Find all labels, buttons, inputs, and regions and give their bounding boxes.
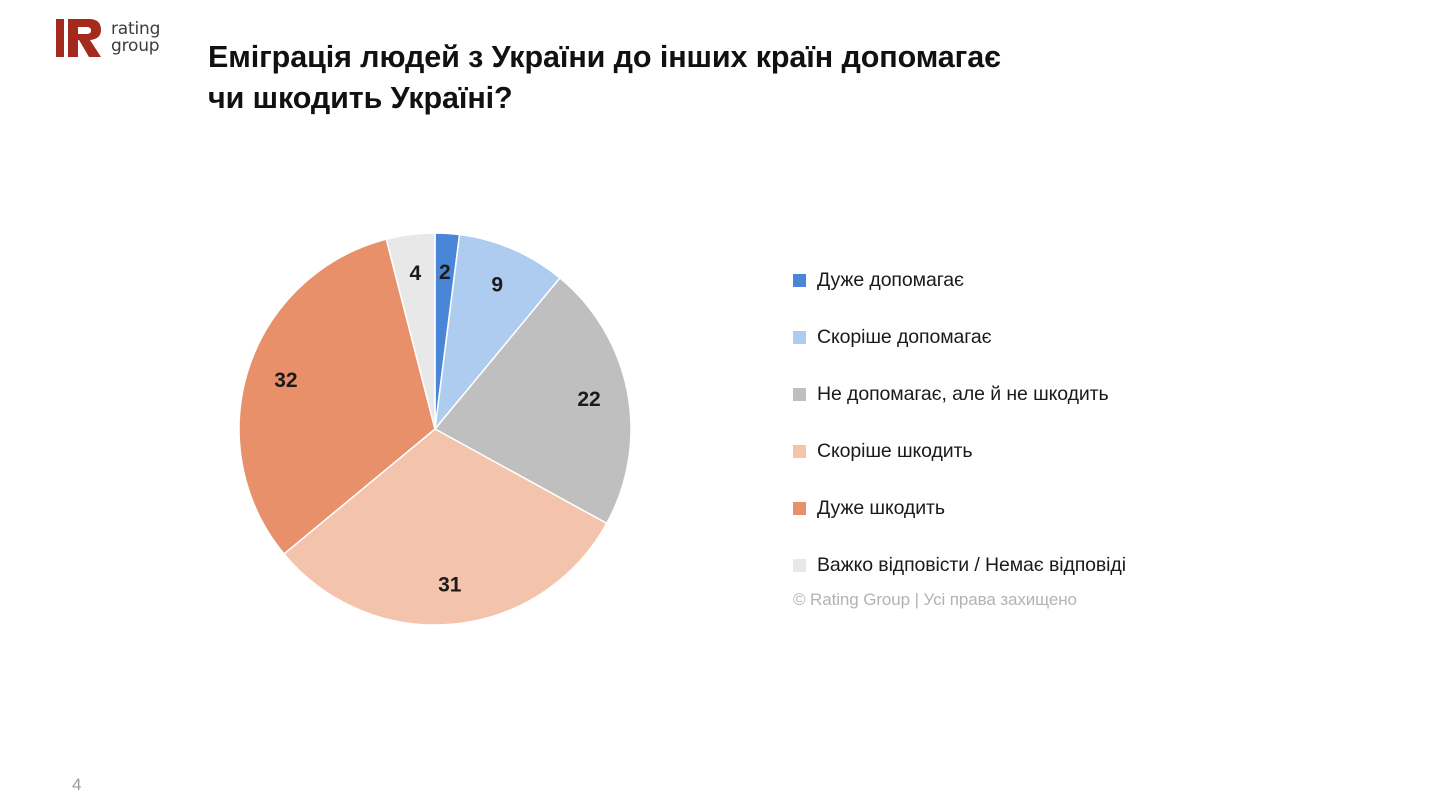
brand-wordmark: rating group — [111, 18, 161, 56]
legend-item-label: Дуже шкодить — [817, 497, 945, 519]
legend-item-label: Важко відповісти / Немає відповіді — [817, 554, 1126, 576]
pie-slice-label: 4 — [410, 262, 422, 285]
page-title-line-2: чи шкодить Україні? — [208, 80, 513, 115]
legend-item[interactable]: Дуже шкодить — [793, 480, 1263, 537]
page-title: Еміграція людей з України до інших країн… — [208, 37, 1218, 118]
legend-swatch-icon — [793, 274, 806, 287]
pie-chart-svg: 2 9 22 31 32 4 — [238, 232, 632, 626]
pie-slice[interactable] — [433, 233, 561, 432]
brand-logo: rating group — [56, 18, 160, 58]
legend-item[interactable]: Скоріше шкодить — [793, 423, 1263, 480]
legend-item[interactable]: Дуже допомагає — [793, 252, 1263, 309]
page-title-line-1: Еміграція людей з України до інших країн… — [208, 40, 1001, 75]
legend-item[interactable]: Важко відповісти / Немає відповіді — [793, 537, 1263, 594]
page-number: 4 — [72, 775, 82, 794]
legend-item[interactable]: Скоріше допомагає — [793, 309, 1263, 366]
legend-swatch-icon — [793, 502, 806, 515]
brand-wordmark-line1: rating — [111, 18, 161, 39]
pie-slice-label: 22 — [577, 388, 600, 411]
legend-swatch-icon — [793, 388, 806, 401]
legend-item-label: Скоріше допомагає — [817, 326, 992, 348]
pie-slice[interactable] — [433, 276, 632, 525]
legend-item-label: Не допомагає, але й не шкодить — [817, 383, 1109, 405]
legend-swatch-icon — [793, 445, 806, 458]
legend-swatch-icon — [793, 559, 806, 572]
rating-group-r-mark-icon — [56, 19, 101, 57]
legend-item[interactable]: Не допомагає, але й не шкодить — [793, 366, 1263, 423]
pie-slice[interactable] — [282, 428, 608, 626]
chart-legend: Дуже допомагає Скоріше допомагає Не допо… — [793, 252, 1263, 594]
brand-wordmark-line2: group — [111, 36, 160, 56]
pie-slice-label: 9 — [491, 274, 503, 297]
pie-slice[interactable] — [238, 238, 436, 555]
pie-slice-label: 2 — [439, 261, 451, 284]
pie-chart: 2 9 22 31 32 4 — [238, 232, 640, 634]
legend-item-label: Скоріше шкодить — [817, 440, 973, 462]
pie-slice-label: 32 — [274, 369, 297, 392]
pie-slice[interactable] — [385, 232, 436, 430]
legend-item-label: Дуже допомагає — [817, 269, 964, 291]
copyright-text: © Rating Group | Усі права захищено — [793, 590, 1077, 609]
legend-swatch-icon — [793, 331, 806, 344]
pie-slice-label: 31 — [438, 574, 462, 597]
